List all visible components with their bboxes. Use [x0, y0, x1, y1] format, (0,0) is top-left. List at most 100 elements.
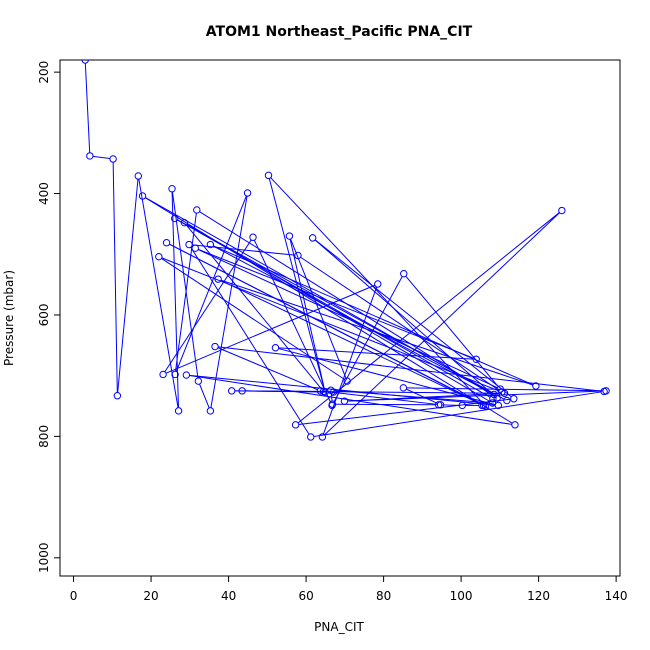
data-point	[558, 206, 566, 215]
series-segment	[161, 258, 345, 380]
series-segment	[278, 347, 474, 360]
data-point	[206, 407, 215, 415]
series-segment	[177, 219, 491, 398]
data-point	[602, 387, 610, 395]
series-segment	[324, 212, 560, 436]
data-point	[191, 244, 199, 252]
x-tick-label: 120	[527, 589, 550, 603]
series-segment	[169, 243, 483, 406]
data-point	[162, 239, 171, 247]
series-segment	[138, 179, 179, 408]
data-point	[434, 401, 443, 409]
data-point	[159, 370, 167, 379]
data-point	[243, 189, 252, 197]
series-segment	[234, 390, 321, 392]
data-point	[81, 60, 89, 64]
y-axis: 200 400 600 800 1000	[37, 61, 60, 573]
data-point	[174, 407, 183, 415]
series-segment	[175, 195, 247, 372]
series-segment	[322, 286, 378, 435]
data-point	[489, 395, 497, 403]
data-point	[458, 401, 466, 410]
series-segment	[323, 390, 438, 405]
series-segment	[175, 213, 197, 372]
data-point	[211, 342, 219, 351]
data-point	[318, 433, 327, 441]
series-segment	[217, 347, 318, 391]
data-point	[294, 251, 302, 260]
series-segment	[161, 257, 500, 392]
data-point	[238, 387, 246, 395]
x-tick-label: 0	[70, 589, 78, 603]
data-point	[436, 401, 445, 409]
series-segment	[164, 239, 252, 373]
data-point	[206, 240, 215, 249]
data-point	[532, 382, 540, 390]
data-point	[264, 171, 273, 180]
data-point	[138, 192, 147, 200]
x-tick-label: 20	[143, 589, 158, 603]
y-tick-label: 800	[37, 425, 51, 448]
data-point	[249, 233, 257, 241]
series-segment	[186, 224, 322, 390]
series-segment	[314, 239, 496, 397]
data-point	[490, 390, 498, 399]
series-segment	[189, 374, 496, 406]
series-line	[84, 63, 603, 437]
series-segment	[406, 388, 438, 404]
data-point	[180, 218, 189, 227]
data-point	[271, 344, 280, 352]
data-point	[400, 269, 408, 278]
series-segment	[253, 239, 332, 403]
series-markers	[81, 60, 610, 441]
series-segment	[314, 239, 512, 398]
series-segment	[177, 219, 505, 400]
data-point	[134, 172, 142, 180]
series-segment	[270, 177, 484, 405]
series-segment	[112, 162, 118, 393]
x-axis: 0 20 40 60 80 100 120 140	[70, 576, 628, 603]
series-segment	[190, 246, 310, 435]
series-segment	[406, 387, 603, 392]
x-tick-label: 60	[298, 589, 313, 603]
chart-title: ATOM1 Northeast_Pacific PNA_CIT	[206, 24, 473, 40]
series-segment	[313, 391, 602, 437]
series-segment	[289, 239, 325, 390]
x-tick-label: 100	[450, 589, 473, 603]
series-segment	[84, 63, 91, 153]
data-point	[185, 240, 193, 249]
x-tick-label: 40	[221, 589, 236, 603]
data-point	[308, 234, 317, 242]
series-segment	[192, 244, 295, 256]
data-point	[399, 384, 408, 392]
series-segment	[300, 256, 500, 391]
data-point	[155, 252, 163, 261]
plot-frame	[59, 59, 621, 577]
y-axis-label: Pressure (mbar)	[2, 270, 16, 366]
data-point	[500, 389, 509, 397]
data-point	[171, 370, 179, 379]
data-point	[327, 386, 335, 394]
series-segment	[165, 284, 376, 374]
y-tick-label: 200	[37, 61, 51, 84]
data-point	[374, 280, 382, 288]
data-point	[86, 152, 94, 160]
data-point	[109, 155, 117, 163]
series-segment	[268, 178, 325, 390]
x-tick-label: 80	[376, 589, 391, 603]
data-point	[193, 206, 201, 214]
x-axis-label: PNA_CIT	[314, 620, 364, 634]
series-segment	[171, 191, 179, 408]
y-tick-label: 600	[37, 304, 51, 327]
data-point	[171, 214, 179, 223]
series-segment	[92, 155, 110, 160]
data-point	[481, 402, 490, 410]
series-segment	[334, 389, 490, 404]
series-segment	[290, 238, 347, 379]
series-segment	[199, 383, 210, 409]
x-tick-label: 140	[605, 589, 628, 603]
data-point	[472, 355, 480, 363]
data-point	[194, 377, 203, 385]
data-point	[113, 392, 122, 400]
series-segment	[210, 196, 248, 408]
